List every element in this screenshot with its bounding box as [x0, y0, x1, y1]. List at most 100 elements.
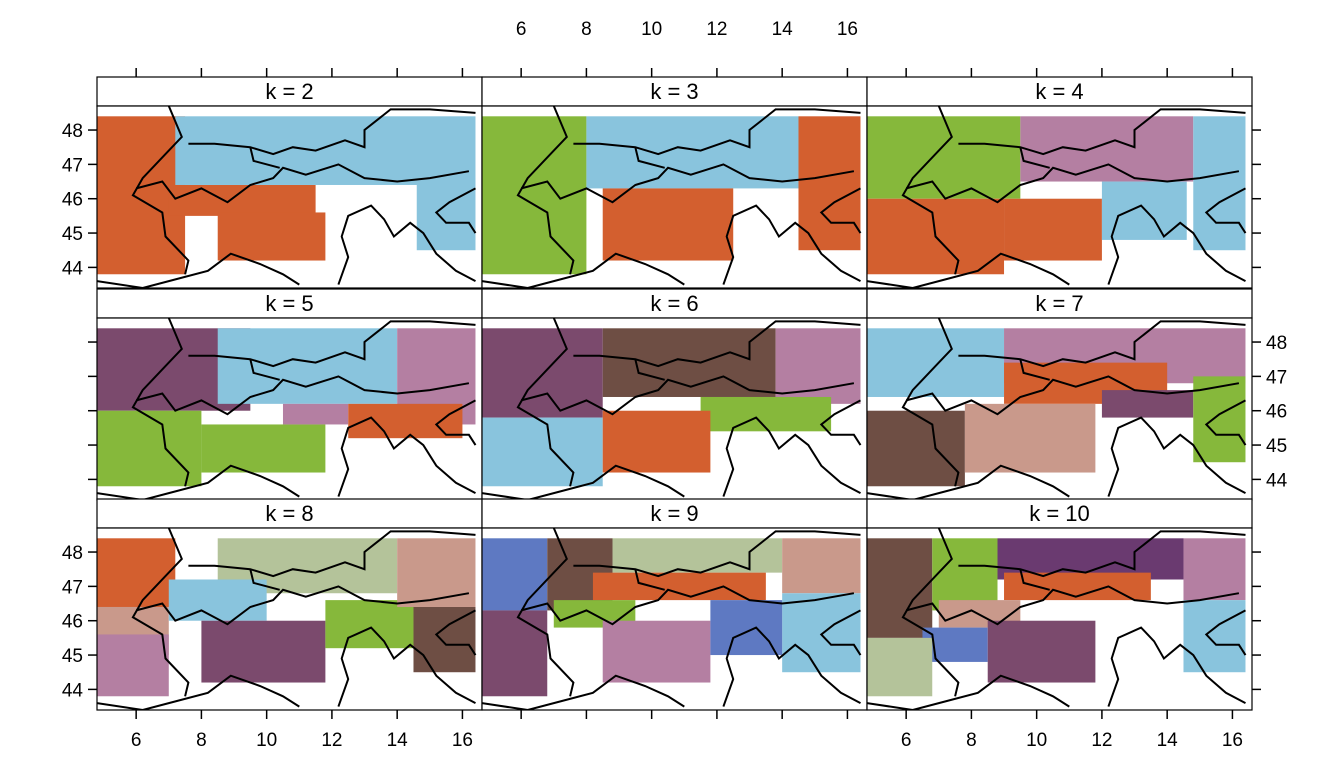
- map-panel-k4: k = 4: [866, 76, 1253, 289]
- country-border-line: [819, 187, 862, 234]
- x-tick-label: 8: [196, 730, 207, 751]
- map-panel-k6: k = 6: [481, 288, 868, 501]
- panel-strip-label: k = 9: [650, 501, 698, 526]
- x-tick-label: 14: [772, 19, 794, 40]
- y-tick-label: 46: [62, 190, 83, 211]
- x-tick-label: 12: [706, 19, 727, 40]
- x-tick-label: 10: [1026, 730, 1047, 751]
- cluster-region: [168, 184, 316, 216]
- country-border-line: [958, 320, 1246, 368]
- country-border-line: [1019, 358, 1050, 381]
- country-border-line: [1019, 568, 1050, 591]
- country-border-line: [131, 318, 190, 487]
- country-border-line: [1204, 399, 1247, 446]
- cluster-region: [175, 116, 476, 185]
- country-border-line: [520, 375, 855, 416]
- country-border-line: [249, 568, 280, 591]
- country-border-line: [520, 585, 855, 626]
- cluster-region: [932, 538, 998, 611]
- panel-frame: [866, 527, 1253, 711]
- cluster-region: [201, 620, 326, 683]
- country-border-line: [819, 609, 862, 656]
- x-tick-label: 10: [256, 730, 277, 751]
- cluster-region: [482, 328, 603, 418]
- cluster-region: [867, 637, 933, 697]
- cluster-region: [413, 606, 476, 673]
- cluster-region: [1183, 538, 1246, 601]
- x-tick-label: 14: [1157, 730, 1179, 751]
- y-tick-label: 44: [62, 258, 84, 279]
- country-border-line: [901, 528, 960, 697]
- y-tick-label: 47: [62, 577, 83, 598]
- panel-map: [97, 318, 482, 500]
- map-panel-k8: k = 8: [96, 498, 483, 711]
- panel-map: [97, 106, 482, 288]
- country-border-line: [722, 416, 861, 497]
- panel-strip: [866, 498, 1253, 529]
- cluster-region: [710, 600, 783, 656]
- country-border-line: [958, 108, 1246, 156]
- country-border-line: [722, 204, 861, 285]
- cluster-region: [217, 212, 326, 261]
- country-border-line: [135, 163, 470, 204]
- country-border-line: [634, 568, 665, 591]
- y-tick-label: 46: [1266, 402, 1287, 423]
- map-panel-k7: k = 7: [866, 288, 1253, 501]
- country-border-line: [901, 106, 960, 275]
- cluster-region: [1101, 390, 1194, 418]
- country-border-line: [573, 320, 861, 368]
- country-border-line: [634, 358, 665, 381]
- cluster-region: [867, 116, 1021, 199]
- panel-strip-label: k = 5: [265, 291, 313, 316]
- panel-map: [482, 318, 867, 500]
- panel-strip-label: k = 4: [1035, 79, 1083, 104]
- country-border-line: [722, 626, 861, 707]
- country-border-line: [434, 609, 477, 656]
- cluster-region: [602, 620, 711, 683]
- map-panel-k3: k = 3: [481, 76, 868, 289]
- cluster-region: [97, 410, 202, 487]
- y-tick-label: 45: [62, 646, 83, 667]
- cluster-region: [1020, 116, 1194, 182]
- country-border-line: [634, 146, 665, 169]
- country-border-line: [482, 252, 685, 288]
- country-border-line: [337, 416, 476, 497]
- country-border-line: [188, 320, 476, 368]
- country-border-line: [958, 530, 1246, 578]
- cluster-region: [782, 538, 861, 594]
- y-tick-label: 45: [1266, 436, 1287, 457]
- axes-layer: 6 8 10 12 14 16 6 8 10 12 14 16 6 8 10 12 14 16 44 45 46 47 48…: [62, 19, 1288, 751]
- y-tick-label: 44: [1266, 470, 1288, 491]
- country-border-line: [131, 106, 190, 275]
- country-border-line: [819, 399, 862, 446]
- cluster-region: [586, 116, 799, 189]
- panel-strip: [96, 498, 483, 529]
- country-border-line: [1204, 187, 1247, 234]
- cluster-region: [782, 593, 861, 673]
- country-border-line: [1107, 416, 1246, 497]
- country-border-line: [573, 108, 861, 156]
- country-border-line: [901, 318, 960, 487]
- panel-strip-label: k = 3: [650, 79, 698, 104]
- y-tick-label: 47: [1266, 367, 1287, 388]
- y-tick-label: 48: [62, 121, 83, 142]
- cluster-region: [1004, 198, 1102, 261]
- country-border-line: [516, 318, 575, 487]
- country-border-line: [337, 204, 476, 285]
- cluster-region: [867, 328, 1005, 397]
- country-border-line: [188, 108, 476, 156]
- country-border-line: [434, 187, 477, 234]
- panel-strip: [481, 498, 868, 529]
- panel-map: [867, 106, 1252, 288]
- y-tick-label: 44: [62, 680, 84, 701]
- x-tick-label: 8: [966, 730, 977, 751]
- country-border-line: [573, 530, 861, 578]
- country-border-line: [97, 252, 300, 288]
- cluster-region: [602, 188, 734, 261]
- cluster-region: [482, 538, 548, 611]
- cluster-region: [700, 396, 832, 432]
- panel-strip-label: k = 2: [265, 79, 313, 104]
- country-border-line: [135, 585, 470, 626]
- x-tick-label: 6: [131, 730, 142, 751]
